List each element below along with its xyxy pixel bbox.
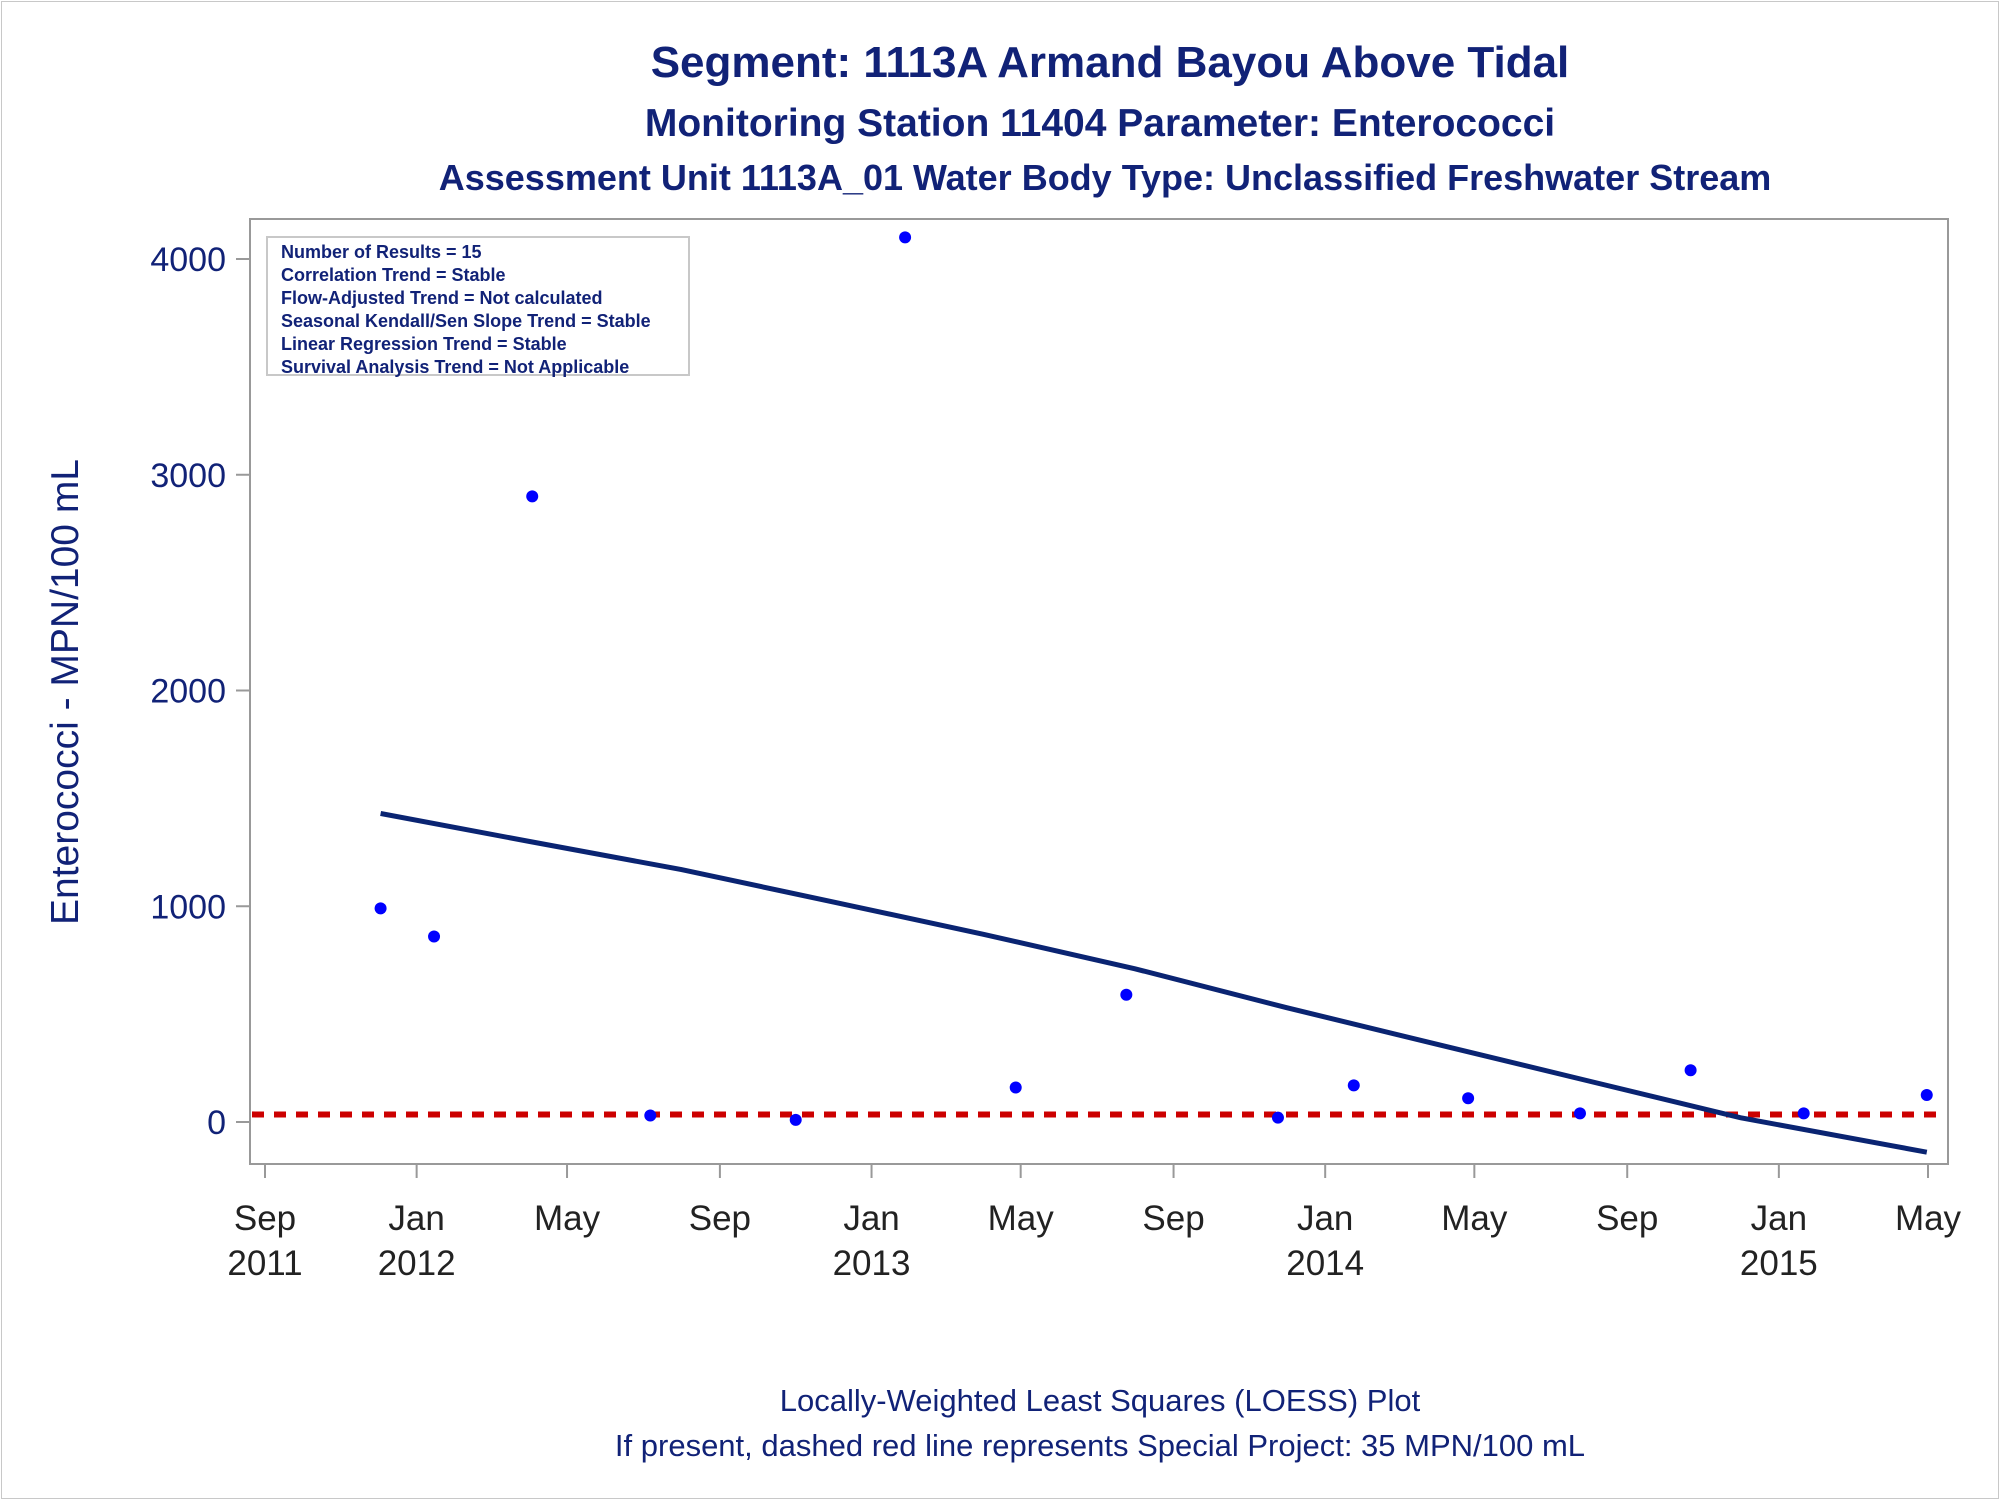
data-point [899,231,912,244]
x-tick-year-label: 2013 [833,1244,911,1283]
footnote-loess: Locally-Weighted Least Squares (LOESS) P… [779,1383,1421,1418]
legend-line: Correlation Trend = Stable [281,265,506,285]
data-point [1920,1089,1933,1102]
trend-legend: Number of Results = 15 Correlation Trend … [266,236,690,377]
y-tick-label: 4000 [150,241,226,279]
data-point [1462,1092,1475,1105]
data-point [1573,1107,1586,1120]
legend-line: Linear Regression Trend = Stable [281,334,567,354]
x-tick-label: Sep [1142,1199,1204,1238]
data-point [1797,1107,1810,1120]
x-tick-label: Jan [1751,1199,1807,1238]
x-tick-label: Sep [689,1199,751,1238]
y-axis-label: Enterococci - MPN/100 mL [44,459,87,925]
x-tick-year-label: 2015 [1740,1244,1818,1283]
x-tick-label: May [1441,1199,1508,1238]
x-tick-year-label: 2014 [1286,1244,1364,1283]
data-point [644,1109,657,1122]
data-point [374,902,387,915]
x-tick-year-label: 2012 [378,1244,456,1283]
y-tick-label: 3000 [150,457,226,495]
y-tick-label: 1000 [150,888,226,926]
y-tick-label: 2000 [150,673,226,711]
x-tick-label: May [988,1199,1055,1238]
x-tick-label: Jan [1297,1199,1353,1238]
x-tick-label: Sep [1596,1199,1658,1238]
data-point [428,930,441,943]
chart-subtitle-station: Monitoring Station 11404 Parameter: Ente… [644,102,1556,145]
x-tick-label: May [534,1199,601,1238]
data-point [1120,988,1133,1001]
legend-line: Survival Analysis Trend = Not Applicable [281,357,630,377]
legend-line: Number of Results = 15 [281,242,482,262]
legend-line: Flow-Adjusted Trend = Not calculated [281,288,603,308]
data-point [1271,1111,1284,1124]
x-tick-label: Sep [234,1199,296,1238]
data-point [789,1113,802,1126]
data-point [526,490,539,503]
x-tick-year-label: 2011 [227,1244,302,1283]
chart-subtitle-assessment: Assessment Unit 1113A_01 Water Body Type… [438,157,1772,198]
legend-line: Seasonal Kendall/Sen Slope Trend = Stabl… [281,311,651,331]
data-point [1009,1081,1022,1094]
x-tick-label: Jan [843,1199,899,1238]
x-tick-label: May [1895,1199,1962,1238]
x-tick-label: Jan [388,1199,444,1238]
loess-trend-line [380,811,1928,1155]
data-point [1684,1064,1697,1077]
chart-title: Segment: 1113A Armand Bayou Above Tidal [650,38,1570,87]
footnote-reference: If present, dashed red line represents S… [614,1428,1586,1463]
y-tick-label: 0 [207,1104,226,1142]
data-point [1347,1079,1360,1092]
